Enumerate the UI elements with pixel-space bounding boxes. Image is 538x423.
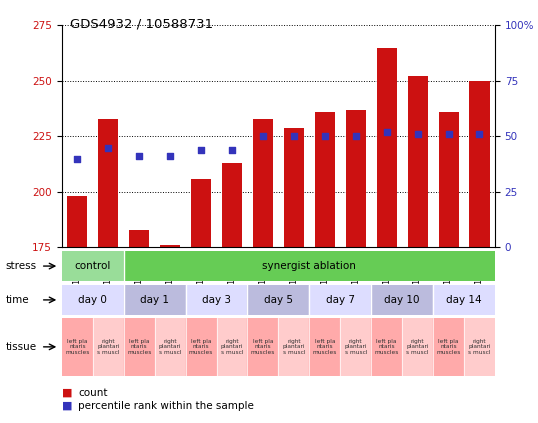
Bar (408, 77, 428, 247)
Text: ■: ■ (62, 401, 73, 411)
Text: percentile rank within the sample: percentile rank within the sample (78, 401, 254, 411)
Bar (438, 112, 458, 247)
Bar (98, 119, 118, 247)
Bar (186, 285, 247, 315)
Bar (62, 285, 124, 315)
Bar (464, 318, 495, 376)
Text: left pla
ntaris
muscles: left pla ntaris muscles (127, 338, 151, 355)
Bar (216, 318, 247, 376)
Text: day 14: day 14 (446, 295, 482, 305)
Bar (371, 318, 402, 376)
Bar (93, 318, 124, 376)
Bar (309, 285, 371, 315)
Point (413, 131, 422, 137)
Text: count: count (78, 387, 108, 398)
Bar (124, 318, 155, 376)
Bar (129, 230, 149, 247)
Text: left pla
ntaris
muscles: left pla ntaris muscles (251, 338, 275, 355)
Text: right
plantari
s muscl: right plantari s muscl (282, 338, 305, 355)
Text: right
plantari
s muscl: right plantari s muscl (468, 338, 491, 355)
Text: left pla
ntaris
muscles: left pla ntaris muscles (65, 338, 89, 355)
Bar (124, 285, 186, 315)
Text: day 7: day 7 (326, 295, 355, 305)
Text: left pla
ntaris
muscles: left pla ntaris muscles (189, 338, 213, 355)
Text: left pla
ntaris
muscles: left pla ntaris muscles (313, 338, 337, 355)
Bar (284, 128, 304, 247)
Text: stress: stress (5, 261, 37, 271)
Bar (247, 318, 279, 376)
Bar (67, 196, 87, 247)
Bar (155, 318, 186, 376)
Bar (247, 285, 309, 315)
Point (197, 146, 206, 153)
Point (259, 133, 267, 140)
Text: right
plantari
s muscl: right plantari s muscl (159, 338, 181, 355)
Point (166, 153, 174, 160)
Point (444, 131, 453, 137)
Bar (62, 318, 93, 376)
Text: day 0: day 0 (79, 295, 107, 305)
Bar (377, 48, 397, 247)
Point (321, 133, 329, 140)
Bar (402, 318, 433, 376)
Text: left pla
ntaris
muscles: left pla ntaris muscles (436, 338, 461, 355)
Text: right
plantari
s muscl: right plantari s muscl (344, 338, 367, 355)
Point (104, 144, 112, 151)
Bar (186, 318, 216, 376)
Bar (371, 285, 433, 315)
Point (289, 133, 298, 140)
Bar (470, 81, 490, 247)
Point (73, 155, 82, 162)
Text: day 1: day 1 (140, 295, 169, 305)
Point (383, 129, 391, 135)
Bar (433, 285, 495, 315)
Text: tissue: tissue (5, 342, 37, 352)
Bar (62, 251, 124, 281)
Bar (160, 245, 180, 247)
Text: control: control (75, 261, 111, 271)
Text: synergist ablation: synergist ablation (263, 261, 356, 271)
Text: day 3: day 3 (202, 295, 231, 305)
Bar (346, 110, 366, 247)
Text: ■: ■ (62, 387, 73, 398)
Point (351, 133, 360, 140)
Text: day 5: day 5 (264, 295, 293, 305)
Text: right
plantari
s muscl: right plantari s muscl (221, 338, 243, 355)
Bar (433, 318, 464, 376)
Point (228, 146, 236, 153)
Bar (253, 119, 273, 247)
Text: left pla
ntaris
muscles: left pla ntaris muscles (374, 338, 399, 355)
Text: right
plantari
s muscl: right plantari s muscl (406, 338, 429, 355)
Bar (279, 318, 309, 376)
Bar (124, 251, 495, 281)
Bar (341, 318, 371, 376)
Bar (309, 318, 341, 376)
Point (135, 153, 144, 160)
Text: right
plantari
s muscl: right plantari s muscl (97, 338, 119, 355)
Bar (191, 179, 211, 247)
Bar (222, 163, 242, 247)
Text: GDS4932 / 10588731: GDS4932 / 10588731 (70, 18, 213, 31)
Text: day 10: day 10 (385, 295, 420, 305)
Bar (315, 112, 335, 247)
Point (475, 131, 484, 137)
Text: time: time (5, 295, 29, 305)
